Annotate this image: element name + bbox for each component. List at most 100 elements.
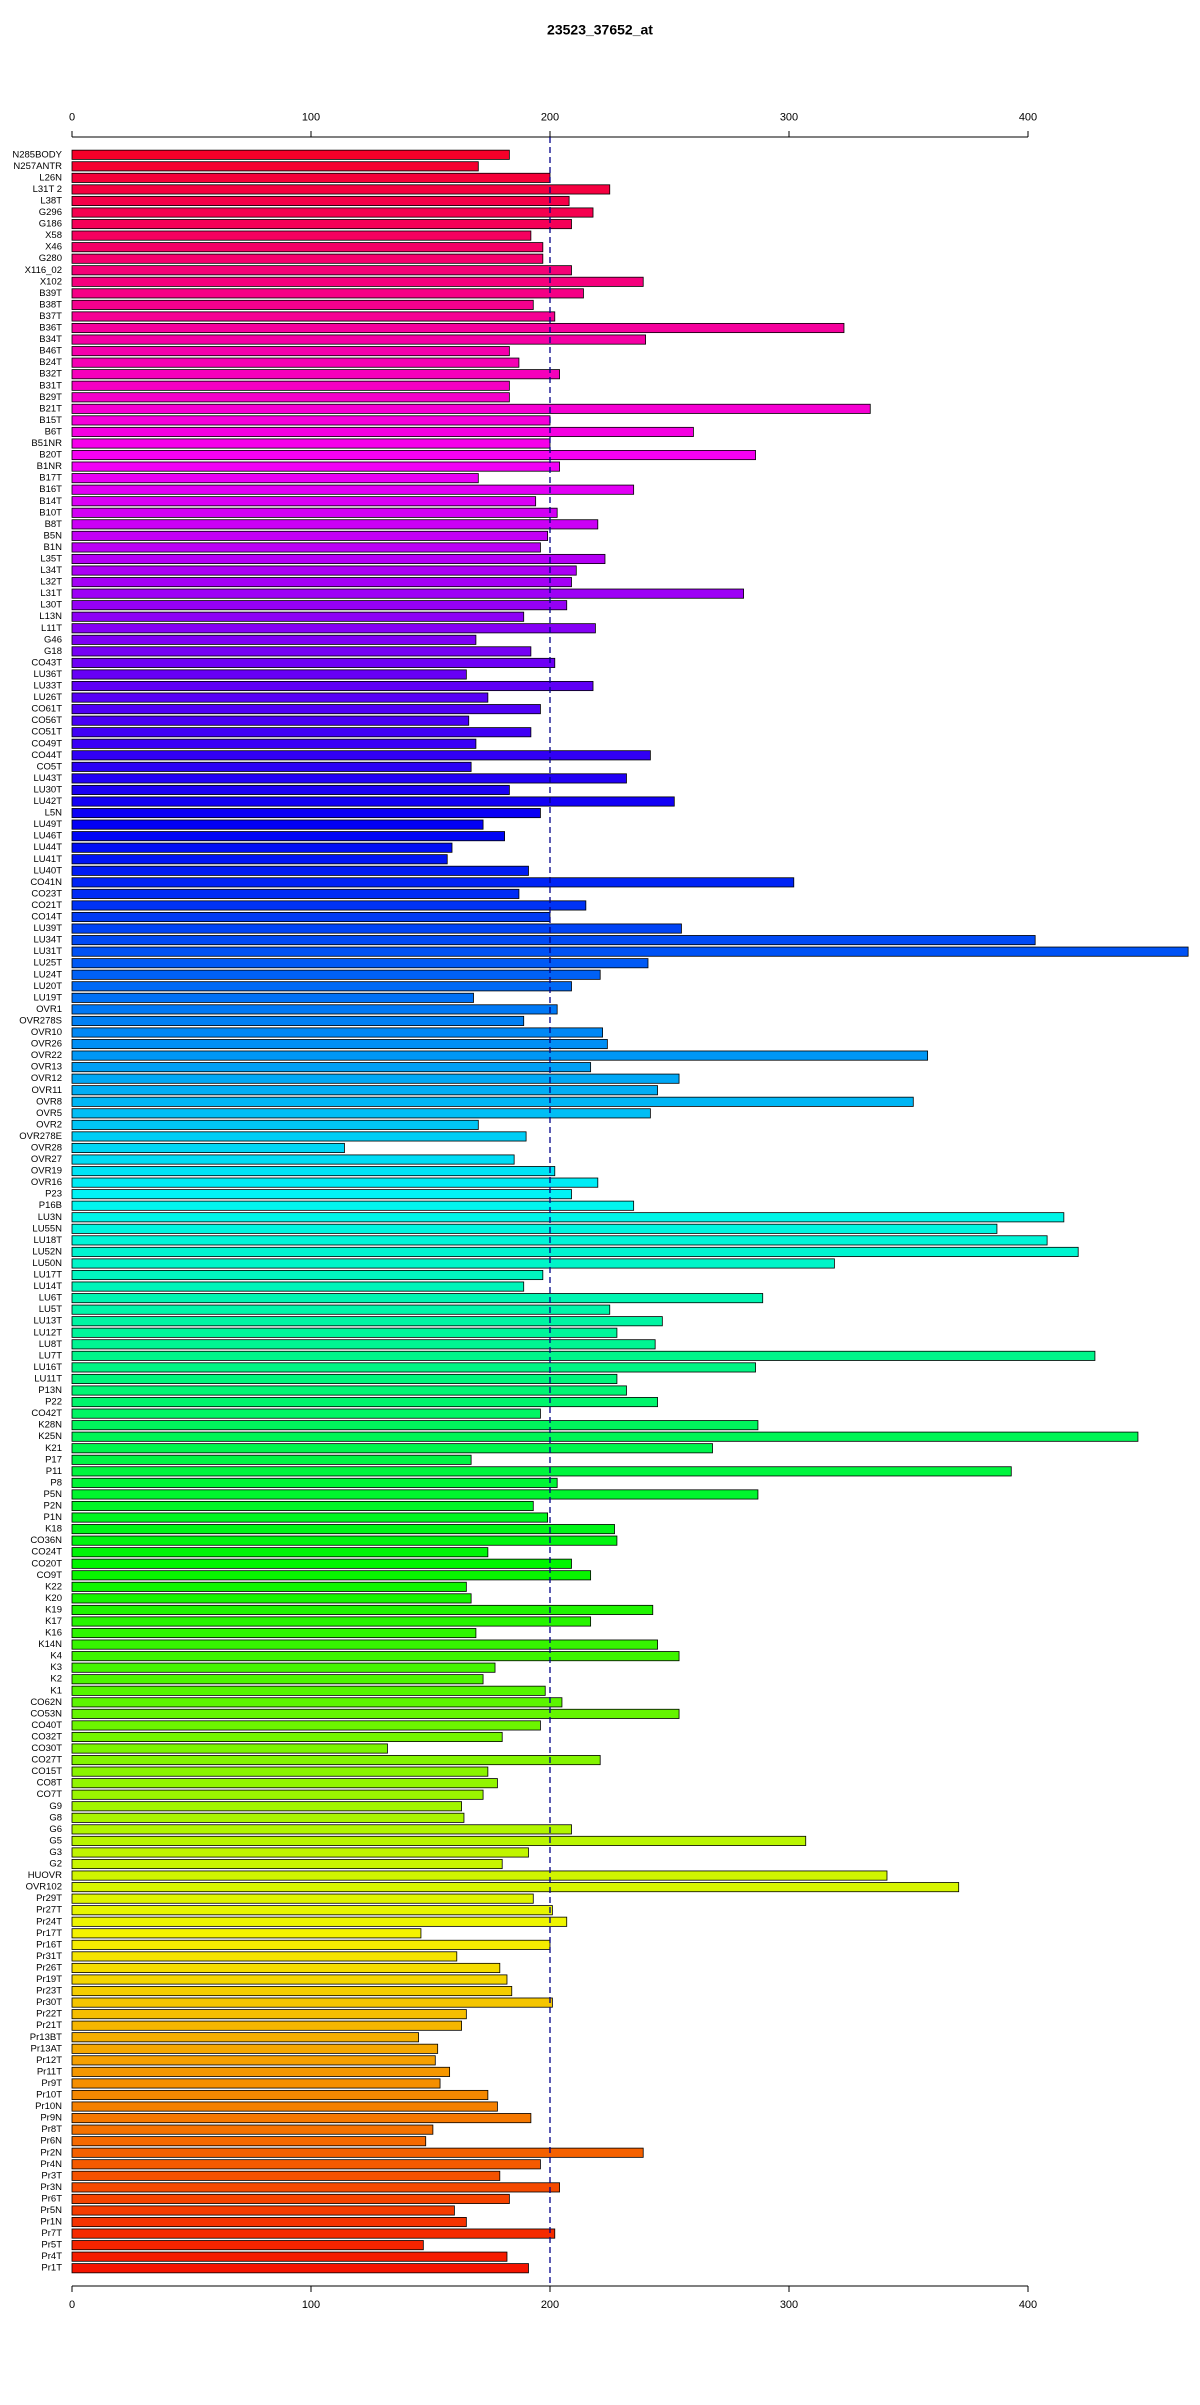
y-tick-label: CO40T [31, 1720, 62, 1731]
bar [71, 1974, 508, 1985]
y-tick-label: B1N [44, 542, 63, 553]
bar [71, 149, 510, 160]
x-tick-label: 200 [541, 2299, 559, 2311]
bar [71, 738, 477, 749]
bar [71, 819, 484, 830]
bar [71, 1397, 658, 1408]
y-tick-label: OVR12 [31, 1073, 62, 1084]
bar [71, 1246, 1079, 1257]
y-tick-label: G186 [39, 219, 62, 230]
y-tick-label: P1N [44, 1512, 63, 1523]
x-tick-label: 400 [1019, 112, 1037, 124]
bar [71, 1847, 529, 1858]
bar [71, 2113, 532, 2124]
bar [71, 1962, 501, 1973]
bar [71, 1593, 472, 1604]
y-tick-label: Pr3T [41, 2170, 62, 2181]
bar [71, 2066, 451, 2077]
bar [71, 1731, 503, 1742]
bar [71, 1720, 541, 1731]
bar [71, 2263, 529, 2274]
y-tick-label: Pr9N [40, 2113, 62, 2124]
y-tick-label: L30T [40, 600, 62, 611]
bar [71, 1477, 558, 1488]
x-tick-label: 100 [302, 112, 320, 124]
bar [71, 1385, 627, 1396]
bar [71, 1085, 658, 1096]
bar [71, 172, 551, 183]
y-tick-label: X102 [40, 276, 62, 287]
bar [71, 750, 651, 761]
bar [71, 681, 594, 692]
y-tick-label: Pr5T [41, 2240, 62, 2251]
y-tick-label: CO44T [31, 750, 62, 761]
y-tick-label: LU19T [33, 992, 62, 1003]
y-tick-label: OVR27 [31, 1154, 62, 1165]
y-tick-label: LU30T [33, 784, 62, 795]
y-tick-label: Pr16T [36, 1939, 62, 1950]
x-tick-label: 0 [69, 2299, 75, 2311]
y-tick-label: Pr23T [36, 1986, 62, 1997]
bar [71, 1512, 549, 1523]
y-tick-label: CO21T [31, 900, 62, 911]
bar [71, 1604, 654, 1615]
bar [71, 461, 560, 472]
y-tick-label: LU3N [38, 1212, 62, 1223]
bar [71, 1189, 572, 1200]
y-tick-label: OVR2 [36, 1119, 62, 1130]
bar [71, 438, 551, 449]
y-tick-label: LU43T [33, 773, 62, 784]
y-tick-label: OVR19 [31, 1166, 62, 1177]
y-tick-label: L34T [40, 565, 62, 576]
bar [71, 1524, 615, 1535]
y-tick-label: Pr27T [36, 1905, 62, 1916]
bar [71, 1304, 611, 1315]
bar [71, 1166, 556, 1177]
y-tick-label: OVR28 [31, 1142, 62, 1153]
y-tick-label: G5 [49, 1835, 62, 1846]
bar [71, 796, 675, 807]
bar [71, 380, 510, 391]
y-tick-label: L35T [40, 554, 62, 565]
y-tick-label: Pr3N [40, 2182, 62, 2193]
y-tick-label: K14N [38, 1639, 62, 1650]
bar [71, 1015, 525, 1026]
y-tick-label: B46T [39, 346, 62, 357]
bar [71, 1235, 1048, 1246]
y-tick-label: CO53N [30, 1708, 62, 1719]
bar [71, 207, 594, 218]
bar [71, 877, 795, 888]
y-tick-label: OVR10 [31, 1027, 62, 1038]
chart-title: 23523_37652_at [547, 22, 653, 38]
bar [71, 588, 744, 599]
bar [71, 1119, 479, 1130]
bar [71, 1916, 568, 1927]
bar [71, 854, 448, 865]
bar [71, 219, 572, 230]
y-tick-label: P22 [45, 1397, 62, 1408]
bar [71, 519, 599, 530]
y-tick-label: LU44T [33, 842, 62, 853]
bar [71, 2193, 510, 2204]
bar [71, 1558, 572, 1569]
bar [71, 496, 537, 507]
bar [71, 1073, 680, 1084]
y-tick-label: P13N [38, 1385, 62, 1396]
bar [71, 403, 871, 414]
bar [71, 1581, 467, 1592]
y-tick-label: OVR278E [19, 1131, 62, 1142]
y-tick-label: L32T [40, 577, 62, 588]
y-tick-label: K19 [45, 1604, 62, 1615]
y-tick-label: CO49T [31, 738, 62, 749]
bar [71, 507, 558, 518]
y-tick-label: B14T [39, 496, 62, 507]
y-tick-label: CO42T [31, 1408, 62, 1419]
bar [71, 1316, 663, 1327]
bar [71, 265, 572, 276]
y-tick-label: LU46T [33, 831, 62, 842]
bar [71, 253, 544, 264]
y-tick-label: K3 [50, 1662, 62, 1673]
bar [71, 1628, 477, 1639]
bar [71, 2240, 424, 2251]
y-tick-label: OVR278S [19, 1015, 62, 1026]
